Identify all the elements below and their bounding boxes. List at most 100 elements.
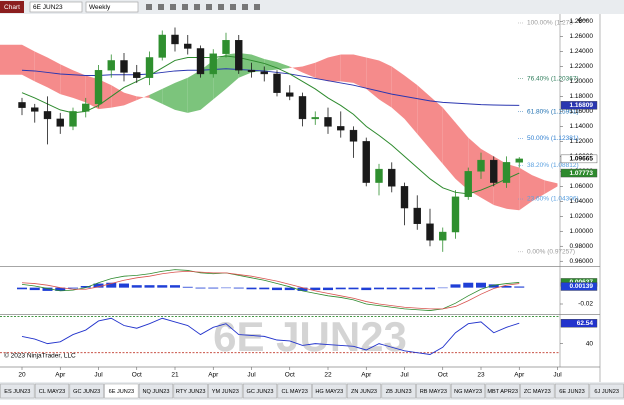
- histogram-bar: [437, 287, 448, 289]
- toolbar-icons: [146, 4, 260, 10]
- histogram-bar: [399, 287, 410, 290]
- tab-label[interactable]: CL MAY23: [281, 389, 307, 395]
- tab-label[interactable]: CL MAY23: [39, 389, 65, 395]
- tab[interactable]: [381, 383, 416, 399]
- tab-label[interactable]: ZN JUN23: [351, 389, 377, 395]
- y-tick-label: 1.14000: [570, 123, 594, 130]
- histogram-bar: [106, 282, 117, 288]
- toolbar-title: Chart: [4, 4, 20, 11]
- histogram-bar: [246, 287, 257, 290]
- y-tick-label: 1.02000: [570, 213, 594, 220]
- icon[interactable]: [158, 4, 164, 10]
- x-tick-label: Oct: [285, 372, 295, 379]
- tab[interactable]: [312, 383, 347, 399]
- tab[interactable]: [242, 383, 278, 399]
- interval-label[interactable]: Weekly: [89, 4, 111, 11]
- tab-label[interactable]: ZC MAY23: [524, 389, 551, 395]
- price-marker-label: 1.16809: [570, 102, 594, 109]
- icon[interactable]: [182, 4, 188, 10]
- icon[interactable]: [170, 4, 176, 10]
- candle-body: [31, 107, 39, 112]
- tab[interactable]: [520, 383, 555, 399]
- icon[interactable]: [194, 4, 200, 10]
- cloud-segment: [22, 44, 35, 82]
- y-tick-label: 1.06000: [570, 183, 594, 190]
- x-tick-label: Apr: [514, 372, 525, 379]
- tab[interactable]: [450, 383, 486, 399]
- candle-body: [43, 111, 52, 120]
- x-tick-label: Apr: [361, 372, 372, 379]
- icon[interactable]: [206, 4, 212, 10]
- tab[interactable]: [416, 383, 451, 399]
- cloud-segment: [34, 51, 48, 88]
- candle-body: [464, 171, 472, 198]
- cloud-segment: [60, 64, 73, 98]
- tab-label[interactable]: RB MAY23: [420, 389, 447, 395]
- tab-label[interactable]: MBT APR23: [487, 389, 518, 395]
- tab[interactable]: [0, 383, 35, 399]
- tab-label[interactable]: RTY JUN23: [176, 389, 206, 395]
- icon[interactable]: [146, 4, 152, 10]
- icon[interactable]: [242, 4, 248, 10]
- instrument-selector[interactable]: [29, 1, 83, 13]
- icon[interactable]: [218, 4, 224, 10]
- histogram-bar: [450, 284, 461, 288]
- x-tick-label: Apr: [208, 372, 219, 379]
- tab-label[interactable]: ES JUN23: [4, 389, 30, 395]
- cloud-segment: [264, 58, 277, 71]
- tab-label[interactable]: 6E JUN23: [559, 389, 585, 395]
- tab[interactable]: [277, 383, 312, 399]
- tab-label[interactable]: YM JUN23: [212, 389, 239, 395]
- candle-body: [184, 43, 192, 49]
- histogram-bar: [17, 287, 27, 290]
- scroll-arrow[interactable]: [577, 16, 588, 24]
- tab-label[interactable]: 6E JUN23: [109, 389, 135, 395]
- icon[interactable]: [230, 4, 236, 10]
- candle-body: [311, 117, 319, 120]
- cloud-segment: [277, 61, 290, 70]
- tab[interactable]: [346, 383, 382, 399]
- histogram-bar: [259, 287, 270, 290]
- icon[interactable]: [254, 4, 260, 10]
- tab[interactable]: [34, 383, 70, 399]
- cloud-segment: [73, 70, 86, 103]
- x-tick-label: 20: [18, 372, 26, 379]
- tab[interactable]: [485, 383, 520, 399]
- candle-body: [247, 69, 256, 72]
- candle-body: [324, 117, 332, 127]
- tab[interactable]: [138, 383, 174, 399]
- histogram-bar: [80, 286, 91, 288]
- tab[interactable]: [69, 383, 104, 399]
- tab-label[interactable]: NG MAY23: [454, 389, 482, 395]
- histogram-bar: [208, 287, 219, 289]
- x-tick-label: 22: [324, 372, 332, 379]
- candle-body: [222, 40, 230, 54]
- watermark: 6E JUN23: [213, 313, 407, 360]
- cloud-segment: [391, 66, 405, 119]
- candle-body: [209, 53, 217, 75]
- candle-body: [235, 40, 243, 71]
- tab-label[interactable]: ZB JUN23: [386, 389, 412, 395]
- y-tick-label: 1.04000: [570, 198, 594, 205]
- candle-body: [94, 69, 103, 105]
- cloud-segment: [175, 77, 188, 113]
- y-tick-label: 1.22000: [570, 63, 594, 70]
- histogram-bar: [182, 286, 193, 288]
- interval-selector[interactable]: [85, 1, 139, 13]
- tab[interactable]: [208, 383, 243, 399]
- histogram-bar: [93, 283, 104, 288]
- tab-label[interactable]: 6J JUN23: [594, 389, 619, 395]
- tab[interactable]: [104, 383, 139, 399]
- fib-label: 0.00% (0.97257): [527, 249, 575, 256]
- candle-body: [298, 96, 307, 120]
- tab[interactable]: [173, 383, 208, 399]
- y-tick-label: 1.18000: [570, 93, 594, 100]
- x-tick-label: Apr: [55, 372, 66, 379]
- candle-body: [388, 168, 396, 187]
- tab-label[interactable]: HG MAY23: [315, 389, 343, 395]
- tab-label[interactable]: GC JUN23: [246, 389, 273, 395]
- tab[interactable]: [554, 383, 590, 399]
- tab-label[interactable]: GC JUN23: [73, 389, 100, 395]
- instrument-label[interactable]: 6E JUN23: [33, 4, 63, 11]
- tab-label[interactable]: NQ JUN23: [142, 389, 169, 395]
